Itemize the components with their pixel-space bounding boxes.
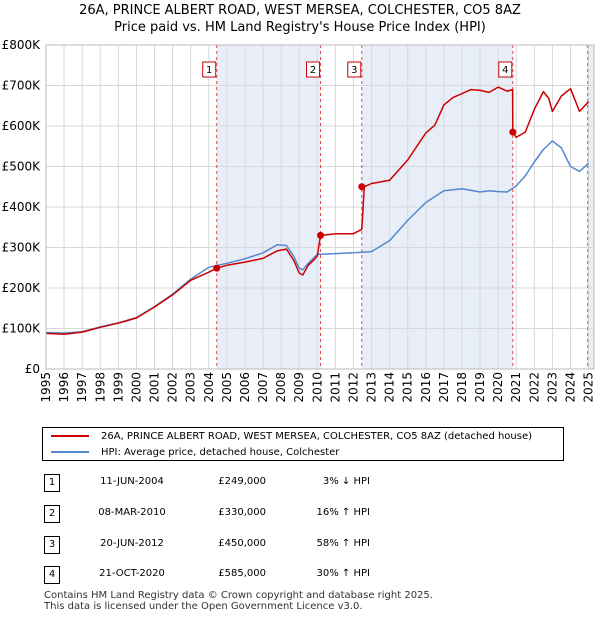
y-tick-label: £300K: [2, 241, 42, 255]
chart-title: 26A, PRINCE ALBERT ROAD, WEST MERSEA, CO…: [79, 3, 521, 18]
x-tick-label: 2012: [346, 372, 360, 403]
y-tick-label: £800K: [2, 38, 42, 52]
y-tick-label: £700K: [2, 79, 42, 93]
x-tick-label: 1997: [75, 372, 89, 403]
row-price: £330,000: [218, 507, 266, 518]
legend: 26A, PRINCE ALBERT ROAD, WEST MERSEA, CO…: [42, 427, 564, 461]
x-tick-label: 2014: [383, 372, 397, 403]
row-hpi: 3% ↓ HPI: [322, 476, 370, 487]
row-hpi: 58% ↑ HPI: [316, 538, 370, 549]
y-tick-label: £100K: [2, 322, 42, 336]
footer-licence: This data is licensed under the Open Gov…: [44, 601, 363, 612]
property-series-line: [45, 86, 590, 335]
legend-hpi-swatch: [51, 451, 89, 453]
transaction-marker-label: 2: [310, 65, 316, 76]
x-tick-label: 2004: [202, 372, 216, 403]
x-tick-label: 2019: [473, 372, 487, 403]
row-hpi: 16% ↑ HPI: [316, 507, 370, 518]
transaction-marker-box: [306, 61, 321, 78]
transaction-marker-box: [498, 61, 513, 78]
x-tick-label: 2015: [401, 372, 415, 403]
table-row: 3 20-JUN-2012 £450,000 58% ↑ HPI: [0, 535, 600, 555]
transaction-points: [213, 128, 517, 272]
row-date: 08-MAR-2010: [98, 507, 166, 518]
x-tick-label: 2020: [491, 372, 505, 403]
row-number: 1: [44, 474, 60, 492]
table-row: 2 08-MAR-2010 £330,000 16% ↑ HPI: [0, 504, 600, 524]
x-tick-label: 2024: [563, 372, 577, 403]
series-lines: [45, 86, 590, 335]
price-chart: 1 2 3 4 £0 £100K £200K £300K £400K £500K £600K £70…: [2, 38, 596, 403]
transaction-marker-label: 3: [351, 65, 357, 76]
x-tick-label: 1998: [93, 372, 107, 403]
transaction-marker-box: [347, 61, 362, 78]
x-tick-label: 2018: [455, 372, 469, 403]
row-number: 3: [44, 536, 60, 554]
x-tick-label: 2009: [292, 372, 306, 403]
transaction-lines: [216, 45, 589, 369]
x-tick-label: 2003: [184, 372, 198, 403]
y-tick-label: £0: [25, 362, 40, 376]
transaction-point: [317, 231, 325, 239]
row-date: 21-OCT-2020: [99, 568, 165, 579]
row-date: 20-JUN-2012: [100, 538, 164, 549]
x-tick-label: 2000: [129, 372, 143, 403]
x-tick-label: 2007: [256, 372, 270, 403]
x-tick-label: 2005: [220, 372, 234, 403]
x-tick-label: 2010: [310, 372, 324, 403]
y-tick-label: £500K: [2, 160, 42, 174]
x-tick-label: 2002: [166, 372, 180, 403]
x-tick-label: 2001: [148, 372, 162, 403]
x-tick-label: 2006: [238, 372, 252, 403]
y-tick-label: £200K: [2, 281, 42, 295]
transaction-point: [213, 264, 221, 272]
x-tick-label: 2011: [328, 372, 342, 403]
row-price: £450,000: [218, 538, 266, 549]
row-number: 4: [44, 566, 60, 584]
y-tick-label: £600K: [2, 119, 42, 133]
axes: £0 £100K £200K £300K £400K £500K £600K £700K £80…: [2, 38, 596, 403]
transaction-markers: 1 2 3 4: [202, 61, 513, 78]
x-tick-label: 2016: [419, 372, 433, 403]
x-tick-label: 1999: [111, 372, 125, 403]
transaction-point: [358, 183, 366, 191]
table-row: 4 21-OCT-2020 £585,000 30% ↑ HPI: [0, 565, 600, 585]
chart-subtitle: Price paid vs. HM Land Registry's House …: [114, 20, 486, 35]
row-number: 2: [44, 505, 60, 523]
transaction-marker-label: 1: [206, 65, 212, 76]
x-tick-label: 2008: [274, 372, 288, 403]
y-tick-label: £400K: [2, 200, 42, 214]
footer-copyright: Contains HM Land Registry data © Crown c…: [44, 590, 433, 601]
transaction-marker-label: 4: [502, 65, 508, 76]
x-tick-label: 2025: [582, 372, 596, 403]
row-date: 11-JUN-2004: [100, 476, 164, 487]
table-row: 1 11-JUN-2004 £249,000 3% ↓ HPI: [0, 473, 600, 493]
legend-hpi: HPI: Average price, detached house, Colc…: [51, 444, 339, 460]
x-tick-label: 2023: [545, 372, 559, 403]
row-hpi: 30% ↑ HPI: [316, 568, 370, 579]
legend-property: 26A, PRINCE ALBERT ROAD, WEST MERSEA, CO…: [51, 428, 532, 444]
legend-hpi-label: HPI: Average price, detached house, Colc…: [101, 446, 340, 458]
legend-property-swatch: [51, 435, 89, 437]
transaction-point: [509, 128, 517, 136]
x-tick-label: 2021: [509, 372, 523, 403]
x-tick-label: 2022: [527, 372, 541, 403]
row-price: £585,000: [218, 568, 266, 579]
row-price: £249,000: [218, 476, 266, 487]
x-tick-label: 2013: [365, 372, 379, 403]
x-tick-label: 2017: [437, 372, 451, 403]
legend-property-label: 26A, PRINCE ALBERT ROAD, WEST MERSEA, CO…: [101, 430, 533, 442]
transaction-marker-box: [202, 61, 217, 78]
plot-frame: [45, 44, 595, 370]
x-tick-label: 1995: [39, 372, 53, 403]
x-tick-label: 1996: [57, 372, 71, 403]
